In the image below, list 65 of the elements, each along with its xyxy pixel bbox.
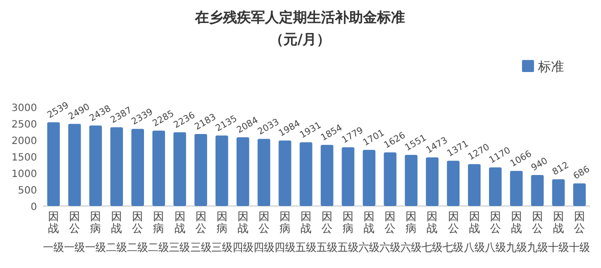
bar [531, 174, 544, 206]
x-tick-label: 因公二级 [127, 210, 150, 254]
x-tick-label: 因公八级 [484, 210, 507, 254]
x-tick-label: 因病四级 [274, 210, 296, 254]
bar [173, 132, 186, 206]
bar [362, 150, 376, 206]
bar [68, 124, 81, 206]
bar [278, 140, 292, 206]
bar [384, 152, 396, 206]
x-tick-label: 因战九级 [506, 210, 528, 254]
bar [404, 154, 418, 206]
x-tick-label: 因战五级 [295, 210, 318, 254]
y-tick-label: 1500 [12, 152, 37, 164]
x-tick-label: 因战三级 [169, 210, 192, 254]
x-tick-label: 因病三级 [211, 210, 234, 254]
x-tick-label: 因公六级 [380, 210, 402, 254]
y-tick-label: 2500 [12, 120, 37, 130]
data-label: 686 [572, 164, 592, 182]
bar [342, 147, 354, 206]
x-tick-label: 因公七级 [442, 210, 465, 254]
x-tick-label: 因公十级 [568, 210, 591, 254]
data-label: 812 [550, 160, 571, 178]
bar [216, 136, 228, 206]
x-tick-label: 因战十级 [548, 210, 570, 254]
bar [110, 127, 123, 206]
y-tick-label: 500 [18, 186, 37, 196]
y-tick-label: 2000 [12, 136, 37, 147]
bar [426, 157, 439, 206]
x-tick-label: 因公五级 [316, 210, 338, 254]
bar [236, 137, 250, 206]
y-tick-label: 3000 [12, 103, 37, 114]
bar [89, 126, 102, 206]
bar [446, 160, 460, 206]
y-tick-label: 0 [30, 202, 37, 213]
x-tick-label: 因病二级 [148, 210, 170, 254]
bar [510, 170, 523, 206]
x-tick-label: 因战二级 [106, 210, 128, 254]
bar [552, 179, 565, 206]
x-tick-label: 因公三级 [190, 210, 212, 254]
bar [131, 128, 144, 206]
bar [489, 167, 502, 206]
x-tick-label: 因病六级 [400, 210, 423, 254]
bar [194, 134, 208, 206]
x-tick-label: 因病五级 [338, 210, 360, 254]
x-tick-label: 因战八级 [464, 210, 486, 254]
x-tick-label: 因公四级 [253, 210, 276, 254]
bar [320, 144, 334, 206]
bar [152, 130, 166, 206]
bar [258, 138, 270, 206]
chart-subtitle: （元/月） [269, 32, 331, 48]
chart-title: 在乡残疾军人定期生活补助金标准 [194, 9, 405, 26]
x-tick-label: 因公一级 [64, 210, 86, 254]
legend-label: 标准 [537, 60, 564, 75]
x-tick-label: 因病一级 [85, 210, 108, 254]
bar [573, 183, 586, 206]
x-tick-label: 因公九级 [526, 210, 549, 254]
x-tick-label: 因战六级 [358, 210, 381, 254]
x-tick-label: 因战一级 [43, 210, 65, 254]
x-tick-label: 因战四级 [232, 210, 254, 254]
bar [468, 164, 481, 206]
bar [47, 122, 60, 206]
x-tick-label: 因战七级 [422, 210, 444, 254]
y-tick-label: 1000 [12, 169, 37, 180]
data-label: 940 [530, 156, 550, 174]
bar [300, 142, 312, 206]
